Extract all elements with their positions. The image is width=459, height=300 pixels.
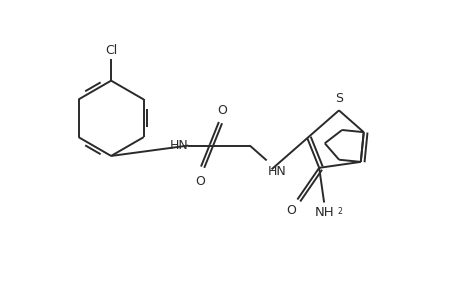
Text: O: O (286, 205, 296, 218)
Text: NH: NH (313, 206, 333, 220)
Text: Cl: Cl (105, 44, 117, 57)
Text: HN: HN (169, 139, 188, 152)
Text: O: O (195, 175, 205, 188)
Text: HN: HN (267, 165, 286, 178)
Text: S: S (334, 92, 342, 105)
Text: O: O (217, 104, 227, 117)
Text: $\mathregular{_2}$: $\mathregular{_2}$ (336, 206, 342, 218)
